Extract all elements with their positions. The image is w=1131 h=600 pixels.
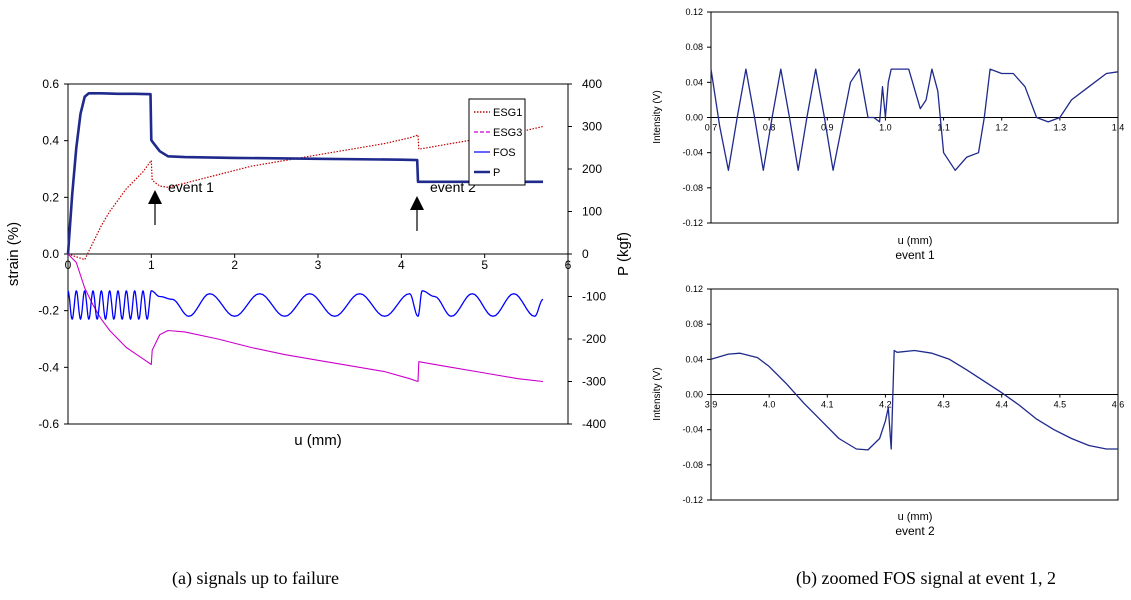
event-2-label: event 2 xyxy=(430,179,476,195)
zoom2-xtick-label: 4.5 xyxy=(1054,400,1067,410)
main-xtick-label: 0 xyxy=(65,258,72,272)
zoom2-xtick-label: 4.3 xyxy=(937,400,950,410)
main-ytick-label: -0.2 xyxy=(38,304,59,318)
zoom2-xtick-label: 4.4 xyxy=(995,400,1008,410)
zoom1-series-group xyxy=(710,68,1119,171)
zoom2-ytick-label: 0.04 xyxy=(685,354,703,364)
zoom1-title: event 1 xyxy=(895,248,935,262)
zoom2-ytick-label: 0.00 xyxy=(685,390,703,400)
main-ytick-label: 0.4 xyxy=(42,134,59,148)
zoom2-xtick-label: 3.9 xyxy=(705,400,718,410)
zoom2-xtick-label: 4.2 xyxy=(879,400,892,410)
zoom2-series-group xyxy=(710,349,1118,451)
zoom1-ytick-label: -0.12 xyxy=(682,218,703,228)
zoom2-chart: -0.12 -0.08 -0.04 0.00 0.04 0.08 0.12 3.9 4.0 4.… xyxy=(652,284,1124,538)
main-ytick-label: 0.2 xyxy=(42,190,59,204)
series-line-esg1 xyxy=(67,125,544,261)
zoom1-chart: -0.12-0.08-0.040.000.040.080.12 0.7 0.8 0.… xyxy=(652,7,1124,262)
zoom1-ytick-label: -0.04 xyxy=(682,148,703,158)
main-chart: -0.6 -0.4 -0.2 0.0 0.2 0.4 0.6 -400 -300 -200 -10… xyxy=(5,77,632,449)
main-x-axis-ticks: 0 1 2 3 4 5 6 xyxy=(65,254,572,272)
zoom2-ytick-label: 0.12 xyxy=(685,284,703,294)
zoom2-ytick-label: -0.04 xyxy=(682,425,703,435)
zoom1-ytick-label: 0.12 xyxy=(685,7,703,17)
zoom2-ytick-label: -0.12 xyxy=(682,495,703,505)
zoom2-xtick-label: 4.6 xyxy=(1112,400,1125,410)
main-y-axis-label: strain (%) xyxy=(5,222,22,286)
zoom2-y-axis-label: Intensity (V) xyxy=(652,367,663,420)
main-y2tick-label: 0 xyxy=(582,247,589,261)
event-1-label: event 1 xyxy=(168,179,214,195)
zoom2-y-axis-ticks: -0.12 -0.08 -0.04 0.00 0.04 0.08 0.12 xyxy=(682,284,711,505)
zoom1-xtick-label: 1.0 xyxy=(879,123,892,133)
main-ytick-label: 0.6 xyxy=(42,77,59,91)
legend-fos: FOS xyxy=(493,147,516,159)
zoom1-xtick-label: 0.8 xyxy=(763,123,776,133)
zoom2-title: event 2 xyxy=(895,524,935,538)
zoom1-xtick-label: 1.3 xyxy=(1054,123,1067,133)
zoom1-series-line xyxy=(710,68,1119,171)
zoom2-x-axis-label: u (mm) xyxy=(898,511,933,523)
event-2-arrow xyxy=(410,196,424,231)
zoom2-series-line xyxy=(710,349,1118,451)
zoom1-xtick-label: 0.9 xyxy=(821,123,834,133)
main-y2tick-label: 300 xyxy=(582,120,602,134)
main-legend: ESG1 ESG3 FOS P xyxy=(468,98,526,186)
legend-esg3: ESG3 xyxy=(493,127,522,139)
main-xtick-label: 2 xyxy=(231,258,238,272)
series-line-esg3 xyxy=(67,253,544,383)
zoom1-xtick-label: 1.1 xyxy=(937,123,950,133)
zoom1-ytick-label: -0.08 xyxy=(682,183,703,193)
main-xtick-label: 1 xyxy=(148,258,155,272)
series-line-p xyxy=(66,92,543,255)
zoom2-x-axis-ticks: 3.9 4.0 4.1 4.2 4.3 4.4 4.5 4.6 xyxy=(705,394,1125,410)
main-ytick-label: -0.4 xyxy=(38,360,59,374)
main-xtick-label: 6 xyxy=(565,258,572,272)
zoom1-xtick-label: 1.4 xyxy=(1112,123,1125,133)
main-y2tick-label: 100 xyxy=(582,205,602,219)
main-y2tick-label: -200 xyxy=(582,332,606,346)
main-xtick-label: 3 xyxy=(315,258,322,272)
zoom2-ytick-label: -0.08 xyxy=(682,460,703,470)
series-line-fos xyxy=(67,290,544,320)
main-y2tick-label: 400 xyxy=(582,77,602,91)
zoom1-x-axis-label: u (mm) xyxy=(898,235,933,247)
caption-b: (b) zoomed FOS signal at event 1, 2 xyxy=(796,568,1056,588)
main-x-axis-label: u (mm) xyxy=(294,432,342,449)
main-right-axis-ticks: -400 -300 -200 -100 0 100 200 300 400 xyxy=(568,77,606,431)
main-ytick-label: 0.0 xyxy=(42,247,59,261)
zoom1-ytick-label: 0.04 xyxy=(685,77,703,87)
main-y2tick-label: -400 xyxy=(582,417,606,431)
zoom1-ytick-label: 0.00 xyxy=(685,113,703,123)
zoom1-x-axis-ticks: 0.7 0.8 0.9 1.0 1.1 1.2 1.3 1.4 xyxy=(705,117,1125,133)
zoom1-y-axis-ticks: -0.12 -0.08 -0.04 0.00 0.04 0.08 0.12 xyxy=(682,7,711,228)
main-y2tick-label: -100 xyxy=(582,290,606,304)
zoom1-ytick-label: 0.08 xyxy=(685,42,703,52)
main-ytick-label: -0.6 xyxy=(38,417,59,431)
main-left-axis-ticks: -0.6 -0.4 -0.2 0.0 0.2 0.4 0.6 xyxy=(38,77,68,431)
main-y2tick-label: 200 xyxy=(582,162,602,176)
zoom2-xtick-label: 4.0 xyxy=(763,400,776,410)
zoom1-y-axis-label: Intensity (V) xyxy=(652,90,663,143)
main-y2tick-label: -300 xyxy=(582,375,606,389)
main-y2-axis-label: P (kgf) xyxy=(615,232,632,276)
legend-p: P xyxy=(493,167,500,179)
legend-esg1: ESG1 xyxy=(493,107,522,119)
caption-a: (a) signals up to failure xyxy=(172,568,339,588)
zoom1-xtick-label: 0.7 xyxy=(705,123,718,133)
main-xtick-label: 5 xyxy=(481,258,488,272)
zoom1-xtick-label: 1.2 xyxy=(995,123,1008,133)
main-xtick-label: 4 xyxy=(398,258,405,272)
event-1-arrow xyxy=(148,190,162,225)
zoom2-xtick-label: 4.1 xyxy=(821,400,834,410)
main-series-group xyxy=(66,92,544,383)
zoom2-ytick-label: 0.08 xyxy=(685,319,703,329)
